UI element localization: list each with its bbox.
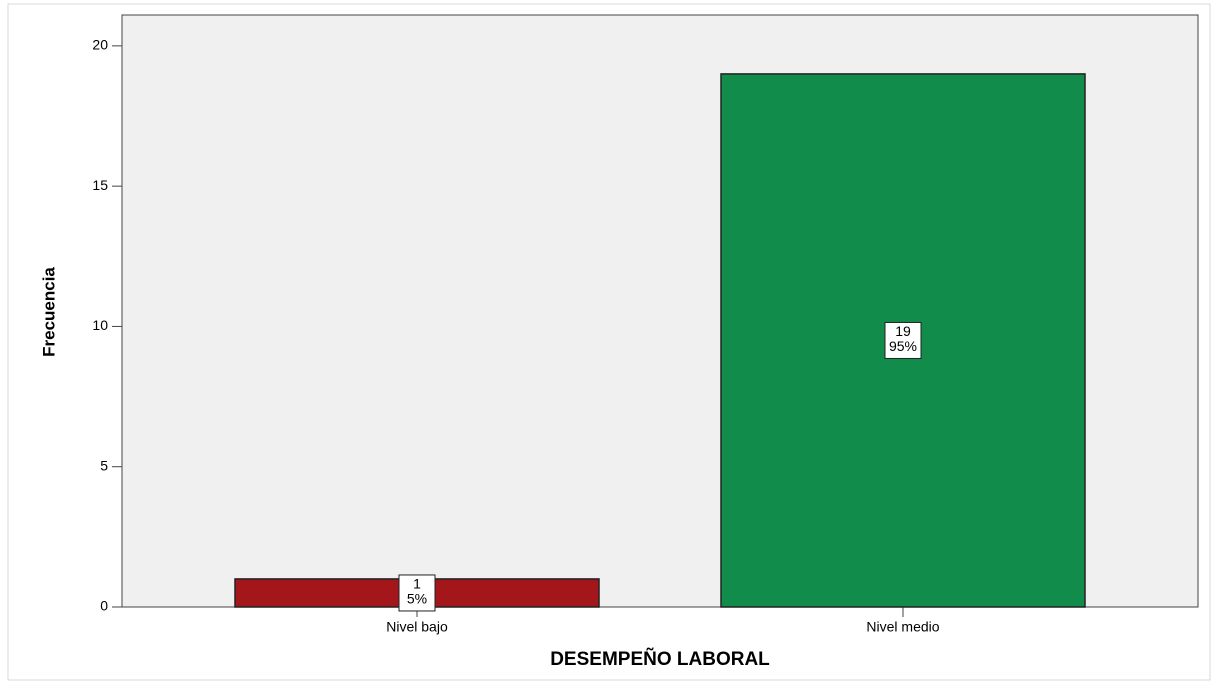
y-axis-title: Frecuencia: [39, 267, 58, 357]
data-label: 1: [413, 576, 421, 592]
x-axis-title: DESEMPEÑO LABORAL: [550, 648, 770, 670]
y-tick-label: 10: [92, 317, 108, 333]
x-tick-label: Nivel bajo: [386, 619, 448, 635]
data-label-box: [884, 321, 922, 359]
y-tick-label: 0: [100, 598, 108, 614]
y-tick-label: 5: [100, 457, 108, 473]
data-label-percent: 95%: [889, 338, 917, 354]
data-label-box: [398, 574, 436, 612]
x-tick-label: Nivel medio: [866, 619, 939, 635]
data-label-percent: 5%: [407, 591, 427, 607]
y-tick-label: 15: [92, 177, 108, 193]
y-tick-label: 20: [92, 37, 108, 53]
data-label: 19: [895, 323, 911, 339]
